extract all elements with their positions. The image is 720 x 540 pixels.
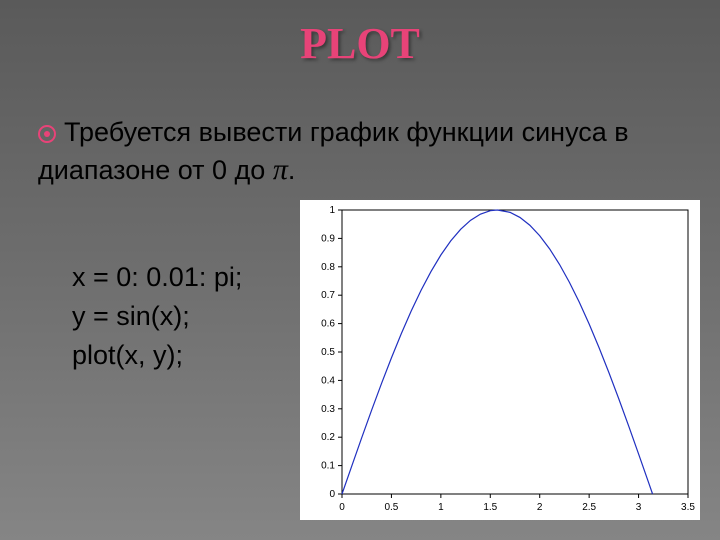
svg-text:0.1: 0.1 [321,461,335,472]
plot-chart: 0 0.5 1 1.5 2 2.5 3 3.5 0 0.1 0.2 0.3 0.4 0.5 0.6 0.7 0.… [300,200,700,520]
svg-text:0.8: 0.8 [321,262,335,273]
chart-svg: 0 0.5 1 1.5 2 2.5 3 3.5 0 0.1 0.2 0.3 0.4 0.5 0.6 0.7 0.… [300,200,700,520]
svg-text:0.2: 0.2 [321,432,335,443]
code-line-2: y = sin(x); [72,297,242,336]
desc-before: Требуется вывести график функции синуса … [38,117,629,185]
code-line-3: plot(x, y); [72,336,242,375]
svg-text:0.6: 0.6 [321,319,335,330]
desc-after: . [288,155,296,185]
svg-text:0.5: 0.5 [321,347,335,358]
svg-text:0.5: 0.5 [384,502,398,513]
svg-text:1: 1 [438,502,444,513]
svg-text:0: 0 [329,489,335,500]
svg-text:0.9: 0.9 [321,233,335,244]
svg-text:0.7: 0.7 [321,290,335,301]
svg-text:1.5: 1.5 [483,502,497,513]
bullet-icon [38,125,56,143]
svg-text:0: 0 [339,502,345,513]
svg-text:2.5: 2.5 [582,502,596,513]
svg-text:2: 2 [537,502,543,513]
slide-title: PLOT [0,0,720,69]
code-line-1: x = 0: 0.01: pi; [72,258,242,297]
svg-text:0.3: 0.3 [321,404,335,415]
code-block: x = 0: 0.01: pi; y = sin(x); plot(x, y); [72,258,242,375]
svg-text:3: 3 [636,502,642,513]
description-text: Требуется вывести график функции синуса … [38,115,680,189]
pi-symbol: π [273,153,288,186]
svg-text:3.5: 3.5 [681,502,695,513]
svg-text:1: 1 [329,205,335,216]
svg-text:0.4: 0.4 [321,375,335,386]
